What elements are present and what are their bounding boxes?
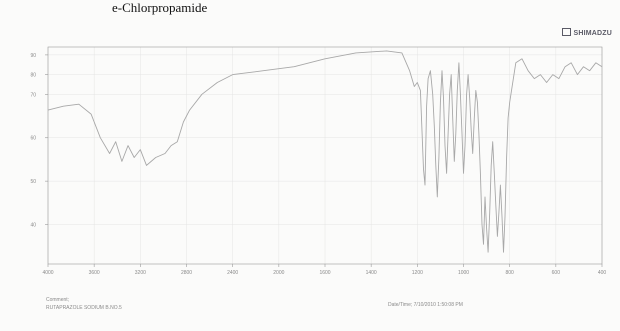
comment-value: RUTAPRAZOLE SODIUM B.NO.5: [46, 305, 122, 311]
x-tick-label: 2000: [273, 270, 284, 276]
y-tick-label: 60: [30, 136, 36, 142]
y-tick-label: 80: [30, 73, 36, 79]
y-tick-label: 50: [30, 179, 36, 185]
chart-series: [47, 50, 603, 253]
x-tick-label: 3600: [89, 270, 100, 276]
shimadzu-logo-icon: [562, 28, 572, 36]
chart-grid: [47, 47, 603, 264]
comment-label: Comment;: [46, 297, 70, 303]
y-tick-label: 40: [30, 223, 36, 229]
x-tick-label: 1600: [319, 270, 330, 276]
y-tick-label: 90: [30, 53, 36, 59]
x-tick-label: 3200: [135, 270, 146, 276]
x-tick-label: 4000: [42, 270, 53, 276]
y-tick-label: 70: [30, 92, 36, 98]
chart-axes: [45, 46, 603, 267]
chart-tick-labels: 4000 3600 3200 2800 2400 2000 1600 1400 1200 1000…: [30, 53, 606, 276]
x-tick-label: 2800: [181, 270, 192, 276]
page-caption: e-Chlorpropamide: [112, 0, 208, 15]
x-tick-label: 1200: [412, 270, 423, 276]
x-tick-label: 1000: [458, 270, 469, 276]
date-time: Date/Time; 7/10/2010 1:50:08 PM: [388, 302, 463, 308]
brand-name: SHIMADZU: [573, 30, 612, 37]
x-tick-label: 800: [505, 270, 514, 276]
x-tick-label: 600: [552, 270, 561, 276]
x-tick-label: 1400: [366, 270, 377, 276]
brand-logo: SHIMADZU: [562, 28, 612, 37]
x-tick-label: 2400: [227, 270, 238, 276]
spectrum-line: [47, 50, 603, 253]
x-tick-label: 400: [598, 270, 607, 276]
